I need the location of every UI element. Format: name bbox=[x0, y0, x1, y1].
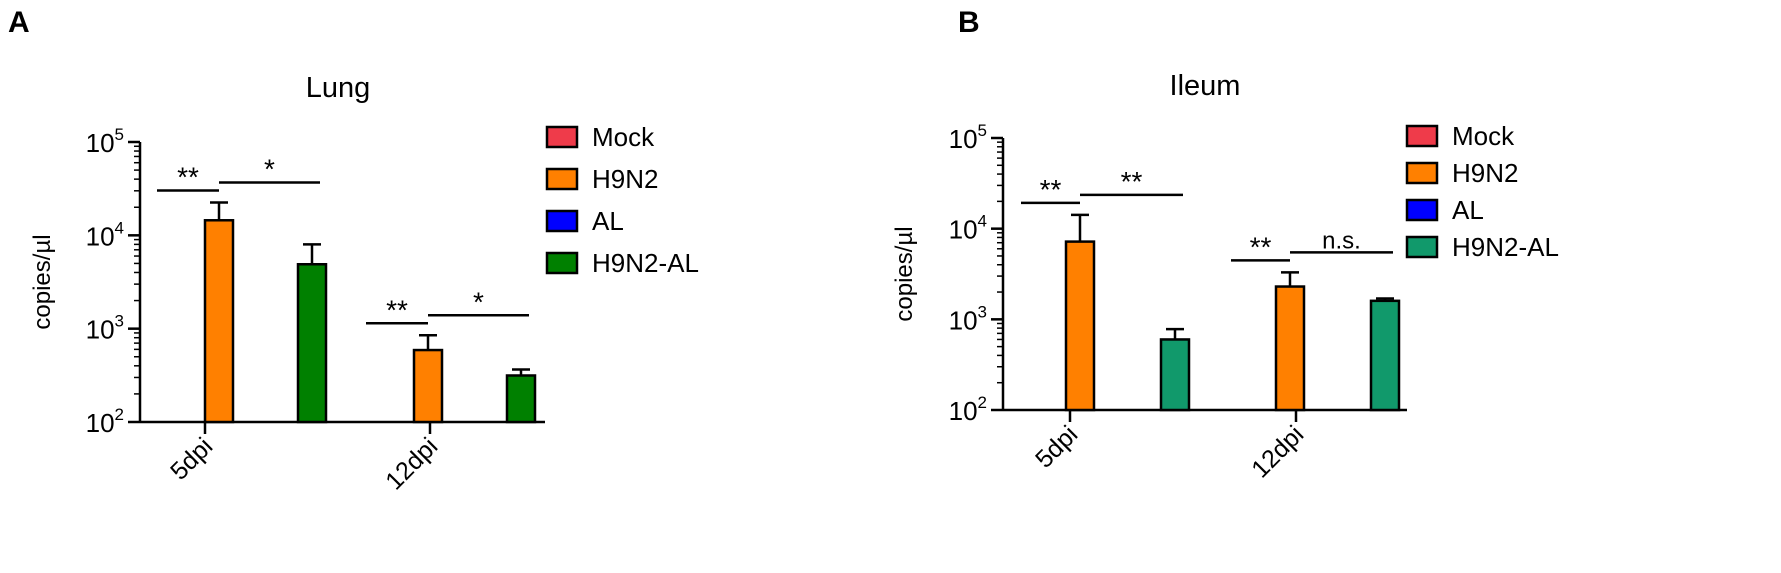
y-axis-label: copies/µl bbox=[29, 234, 56, 329]
legend-swatch-al bbox=[545, 209, 579, 233]
bar-h9n2-al-5dpi bbox=[296, 262, 328, 424]
bar-h9n2-5dpi bbox=[203, 219, 235, 424]
y-tick-base: 10 bbox=[86, 128, 115, 158]
legend-label-h9n2-al: H9N2-AL bbox=[1452, 232, 1559, 262]
bar-h9n2-12dpi bbox=[412, 348, 444, 424]
y-tick-base: 10 bbox=[949, 124, 978, 154]
y-tick-label: 102 bbox=[86, 405, 124, 438]
y-tick-label: 102 bbox=[949, 393, 987, 426]
legend-label-al: AL bbox=[592, 206, 624, 236]
panel-letter-a: A bbox=[8, 6, 30, 39]
y-axis-label: copies/µl bbox=[891, 226, 918, 321]
x-tick-label: 5dpi bbox=[1030, 420, 1083, 473]
y-tick-exponent: 5 bbox=[978, 121, 987, 140]
legend-label-mock: Mock bbox=[592, 122, 655, 152]
y-tick-label: 105 bbox=[949, 121, 987, 154]
bar-h9n2-5dpi bbox=[1064, 240, 1096, 412]
x-tick-label: 12dpi bbox=[1246, 420, 1309, 483]
legend-swatch-h9n2 bbox=[1405, 161, 1439, 185]
y-tick-exponent: 2 bbox=[978, 393, 987, 412]
legend-label-al: AL bbox=[1452, 195, 1484, 225]
y-tick-base: 10 bbox=[86, 315, 115, 345]
y-tick-base: 10 bbox=[949, 396, 978, 426]
y-tick-exponent: 4 bbox=[115, 218, 124, 237]
legend-swatch-h9n2 bbox=[545, 167, 579, 191]
legend-swatch-al bbox=[1405, 198, 1439, 222]
significance-label: ** bbox=[386, 294, 408, 325]
y-tick-base: 10 bbox=[949, 215, 978, 245]
legend-label-h9n2: H9N2 bbox=[592, 164, 658, 194]
y-tick-label: 105 bbox=[86, 125, 124, 158]
significance-label: n.s. bbox=[1322, 227, 1361, 254]
chart-title: Ileum bbox=[1170, 70, 1241, 102]
y-tick-exponent: 3 bbox=[978, 302, 987, 321]
legend-swatch-h9n2-al bbox=[545, 251, 579, 275]
legend-swatch-mock bbox=[545, 125, 579, 149]
y-tick-exponent: 3 bbox=[115, 312, 124, 331]
legend-swatch-mock bbox=[1405, 124, 1439, 148]
x-tick-label: 5dpi bbox=[165, 432, 218, 485]
y-tick-base: 10 bbox=[86, 221, 115, 251]
bar-h9n2-al-5dpi bbox=[1159, 338, 1191, 412]
y-tick-label: 103 bbox=[949, 302, 987, 335]
legend-swatch-h9n2-al bbox=[1405, 235, 1439, 259]
y-tick-label: 104 bbox=[86, 218, 124, 251]
legend-label-h9n2: H9N2 bbox=[1452, 158, 1518, 188]
significance-label: * bbox=[473, 286, 484, 317]
x-tick-label: 12dpi bbox=[380, 432, 443, 495]
y-tick-label: 104 bbox=[949, 212, 987, 245]
significance-label: ** bbox=[177, 161, 199, 192]
chart-title: Lung bbox=[306, 72, 371, 104]
y-tick-exponent: 2 bbox=[115, 405, 124, 424]
bar-h9n2-12dpi bbox=[1274, 285, 1306, 412]
y-tick-base: 10 bbox=[86, 408, 115, 438]
significance-label: ** bbox=[1121, 166, 1143, 197]
significance-label: ** bbox=[1250, 231, 1272, 262]
y-tick-exponent: 4 bbox=[978, 212, 987, 231]
significance-label: ** bbox=[1040, 174, 1062, 205]
bar-h9n2-al-12dpi bbox=[1369, 299, 1401, 412]
significance-label: * bbox=[264, 153, 275, 184]
legend-label-h9n2-al: H9N2-AL bbox=[592, 248, 699, 278]
bar-h9n2-al-12dpi bbox=[505, 374, 537, 424]
legend-label-mock: Mock bbox=[1452, 121, 1515, 151]
y-tick-base: 10 bbox=[949, 305, 978, 335]
y-tick-exponent: 5 bbox=[115, 125, 124, 144]
panel-letter-b: B bbox=[958, 6, 980, 39]
y-tick-label: 103 bbox=[86, 312, 124, 345]
